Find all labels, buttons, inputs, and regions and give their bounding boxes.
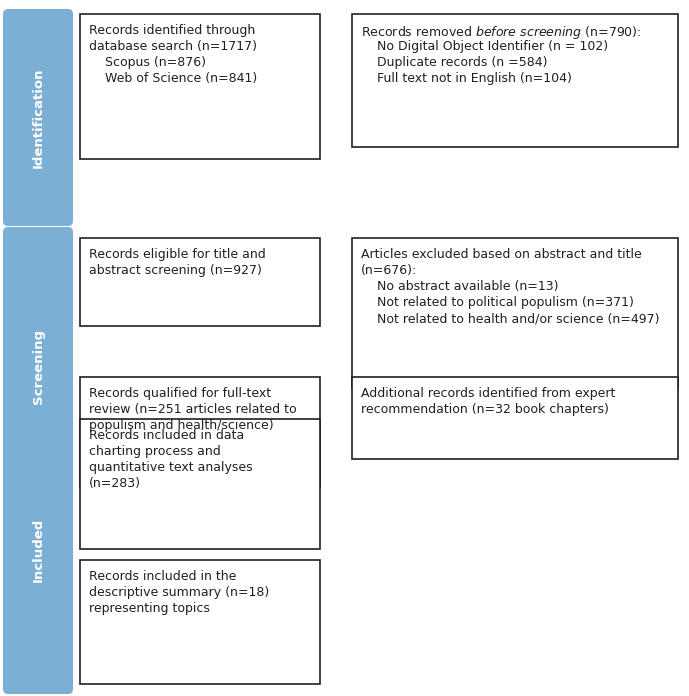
Bar [80, 560, 320, 684]
FancyBboxPatch shape [3, 9, 73, 226]
Text: populism and health/science): populism and health/science) [89, 419, 274, 432]
Text: Not related to health and/or science (n=497): Not related to health and/or science (n=… [361, 312, 659, 325]
Text: descriptive summary (n=18): descriptive summary (n=18) [89, 586, 269, 599]
Text: No abstract available (n=13): No abstract available (n=13) [361, 280, 559, 293]
Text: Records included in data: Records included in data [89, 429, 244, 442]
Text: Identification: Identification [32, 68, 45, 168]
Text: recommendation (n=32 book chapters): recommendation (n=32 book chapters) [361, 403, 609, 416]
Text: abstract screening (n=927): abstract screening (n=927) [89, 264, 262, 277]
Text: charting process and: charting process and [89, 445, 220, 458]
FancyBboxPatch shape [3, 227, 73, 505]
Text: (n=676):: (n=676): [361, 264, 418, 277]
FancyBboxPatch shape [3, 406, 73, 694]
Bar [80, 238, 320, 326]
Text: representing topics: representing topics [89, 602, 210, 615]
Text: Additional records identified from expert: Additional records identified from exper… [361, 387, 615, 400]
Text: Duplicate records (n =584): Duplicate records (n =584) [361, 56, 548, 69]
Bar [80, 14, 320, 159]
Text: Records qualified for full-text: Records qualified for full-text [89, 387, 271, 400]
Text: Articles excluded based on abstract and title: Articles excluded based on abstract and … [361, 248, 641, 261]
Bar [80, 419, 320, 549]
Text: Included: Included [32, 518, 45, 582]
Text: database search (n=1717): database search (n=1717) [89, 40, 257, 53]
Bar [352, 377, 678, 459]
Text: Not related to political populism (n=371): Not related to political populism (n=371… [361, 296, 634, 309]
Text: quantitative text analyses: quantitative text analyses [89, 461, 253, 474]
Text: Records removed $\mathit{before\ screening}$ (n=790):: Records removed $\mathit{before\ screeni… [361, 24, 641, 41]
Text: review (n=251 articles related to: review (n=251 articles related to [89, 403, 297, 416]
Text: (n=283): (n=283) [89, 477, 141, 490]
Text: Records identified through: Records identified through [89, 24, 255, 37]
Bar [352, 14, 678, 147]
Text: No Digital Object Identifier (n = 102): No Digital Object Identifier (n = 102) [361, 40, 608, 53]
Text: Records eligible for title and: Records eligible for title and [89, 248, 266, 261]
Text: Screening: Screening [32, 329, 45, 404]
Text: Records included in the: Records included in the [89, 570, 236, 583]
Bar [80, 377, 320, 487]
Text: Web of Science (n=841): Web of Science (n=841) [89, 72, 257, 85]
Text: Scopus (n=876): Scopus (n=876) [89, 56, 206, 69]
Bar [352, 238, 678, 388]
Text: Full text not in English (n=104): Full text not in English (n=104) [361, 72, 572, 85]
